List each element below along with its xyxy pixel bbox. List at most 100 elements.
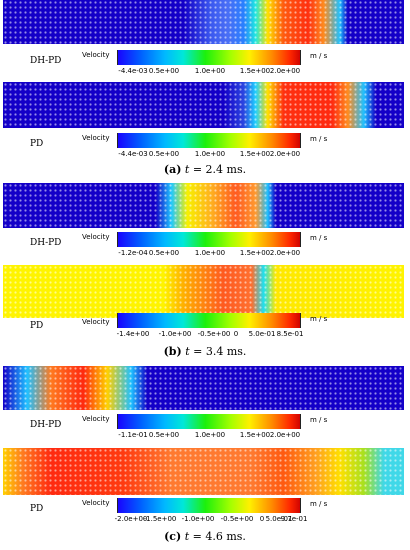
colorbar-variable: Velocity bbox=[82, 499, 110, 507]
tick-label: 0.5e+00 bbox=[148, 67, 180, 75]
tick-label: -0.5e+00 bbox=[197, 330, 231, 338]
colorbar-variable: Velocity bbox=[82, 233, 110, 241]
velocity-colorbar bbox=[117, 498, 301, 513]
particle-grid bbox=[3, 366, 404, 410]
tick-label: 2.0e+00 bbox=[269, 431, 301, 439]
caption-t: t bbox=[184, 163, 190, 176]
particle-grid bbox=[3, 448, 404, 495]
tick-label: 5.0e-01 bbox=[248, 330, 276, 338]
tick-label: 2.0e+00 bbox=[269, 249, 301, 257]
particle-grid bbox=[3, 183, 404, 228]
velocity-field-plot bbox=[3, 265, 404, 318]
velocity-field-plot bbox=[3, 448, 404, 495]
tick-label: 0.5e+00 bbox=[148, 431, 180, 439]
velocity-field-b-pd bbox=[3, 265, 404, 318]
tick-label: 0 bbox=[233, 330, 239, 338]
colorbar-cap bbox=[300, 133, 301, 148]
colorbar-cap bbox=[300, 232, 301, 247]
colorbar-row: PD Velocity m / s -4.4e-03 0.5e+00 1.0e+… bbox=[0, 133, 410, 159]
colorbar-unit: m / s bbox=[310, 52, 328, 60]
caption-t: t bbox=[185, 345, 190, 358]
tick-label: 1.5e+00 bbox=[239, 150, 271, 158]
colorbar-cap bbox=[300, 313, 301, 328]
colorbar-cap bbox=[117, 313, 118, 328]
caption-t: t bbox=[184, 530, 190, 543]
tick-label: 1.0e+00 bbox=[194, 67, 226, 75]
tick-label: -1.1e-01 bbox=[118, 431, 148, 439]
velocity-colorbar bbox=[117, 313, 301, 328]
tick-label: 1.0e+00 bbox=[194, 150, 226, 158]
tick-label: 5.0e-01 bbox=[265, 515, 293, 523]
tick-label: -1.5e+00 bbox=[143, 515, 177, 523]
velocity-field-b-dhpd bbox=[3, 183, 404, 228]
velocity-field-plot bbox=[3, 82, 404, 128]
velocity-field-plot bbox=[3, 0, 404, 44]
caption-c: (c) t = 4.6 ms. bbox=[0, 530, 410, 543]
tick-label: 2.0e+00 bbox=[269, 67, 301, 75]
colorbar-variable: Velocity bbox=[82, 415, 110, 423]
tick-label: 9.7e-01 bbox=[280, 515, 308, 523]
tick-label: -1.4e+00 bbox=[116, 330, 150, 338]
colorbar-cap bbox=[300, 50, 301, 65]
tick-label: -0.5e+00 bbox=[220, 515, 254, 523]
tick-label: -2.0e+00 bbox=[114, 515, 148, 523]
colorbar-unit: m / s bbox=[310, 500, 328, 508]
caption-text: = 2.4 ms. bbox=[189, 163, 247, 176]
caption-letter: (a) bbox=[163, 163, 182, 176]
colorbar-unit: m / s bbox=[310, 315, 328, 323]
particle-grid bbox=[3, 82, 404, 128]
model-label: DH-PD bbox=[30, 238, 62, 248]
tick-label: 1.0e+00 bbox=[194, 249, 226, 257]
colorbar-cap bbox=[300, 498, 301, 513]
velocity-field-plot bbox=[3, 183, 404, 228]
model-label: PD bbox=[30, 139, 44, 149]
colorbar-row: PD Velocity m / s -1.4e+00 -1.0e+00 -0.5… bbox=[0, 313, 410, 339]
model-label: PD bbox=[30, 504, 44, 514]
tick-label: -1.0e+00 bbox=[158, 330, 192, 338]
tick-label: -4.4e-03 bbox=[118, 67, 148, 75]
colorbar-variable: Velocity bbox=[82, 134, 110, 142]
tick-label: 1.5e+00 bbox=[239, 249, 271, 257]
model-label: PD bbox=[30, 321, 44, 331]
tick-label: 8.5e-01 bbox=[276, 330, 304, 338]
velocity-field-a-pd bbox=[3, 82, 404, 128]
velocity-colorbar bbox=[117, 133, 301, 148]
caption-letter: (c) bbox=[164, 530, 182, 543]
caption-a: (a) t = 2.4 ms. bbox=[0, 163, 410, 176]
velocity-field-a-dhpd bbox=[3, 0, 404, 44]
caption-b: (b) t = 3.4 ms. bbox=[0, 345, 410, 358]
velocity-field-plot bbox=[3, 366, 404, 410]
colorbar-row: DH-PD Velocity m / s -1.1e-01 0.5e+00 1.… bbox=[0, 414, 410, 440]
tick-label: 0.5e+00 bbox=[148, 249, 180, 257]
velocity-colorbar bbox=[117, 50, 301, 65]
tick-label: 1.5e+00 bbox=[239, 431, 271, 439]
colorbar-variable: Velocity bbox=[82, 51, 110, 59]
colorbar-row: PD Velocity m / s -2.0e+00 -1.5e+00 -1.0… bbox=[0, 498, 410, 524]
tick-label: -4.4e-03 bbox=[118, 150, 148, 158]
colorbar-unit: m / s bbox=[310, 135, 328, 143]
tick-label: 2.0e+00 bbox=[269, 150, 301, 158]
caption-text: = 4.6 ms. bbox=[189, 530, 246, 543]
colorbar-variable: Velocity bbox=[82, 318, 110, 326]
colorbar-cap bbox=[117, 50, 118, 65]
model-label: DH-PD bbox=[30, 420, 62, 430]
particle-grid bbox=[3, 0, 404, 44]
colorbar-unit: m / s bbox=[310, 234, 328, 242]
colorbar-row: DH-PD Velocity m / s -4.4e-03 0.5e+00 1.… bbox=[0, 50, 410, 76]
colorbar-unit: m / s bbox=[310, 416, 328, 424]
velocity-colorbar bbox=[117, 414, 301, 429]
caption-letter: (b) bbox=[163, 345, 182, 358]
caption-text: = 3.4 ms. bbox=[189, 345, 247, 358]
colorbar-row: DH-PD Velocity m / s -1.2e-04 0.5e+00 1.… bbox=[0, 232, 410, 258]
tick-label: 0 bbox=[259, 515, 265, 523]
colorbar-cap bbox=[117, 232, 118, 247]
velocity-field-c-dhpd bbox=[3, 366, 404, 410]
colorbar-cap bbox=[117, 133, 118, 148]
velocity-colorbar bbox=[117, 232, 301, 247]
particle-grid bbox=[3, 265, 404, 318]
colorbar-cap bbox=[117, 414, 118, 429]
tick-label: -1.0e+00 bbox=[181, 515, 215, 523]
colorbar-cap bbox=[300, 414, 301, 429]
tick-label: 1.5e+00 bbox=[239, 67, 271, 75]
tick-label: -1.2e-04 bbox=[118, 249, 148, 257]
